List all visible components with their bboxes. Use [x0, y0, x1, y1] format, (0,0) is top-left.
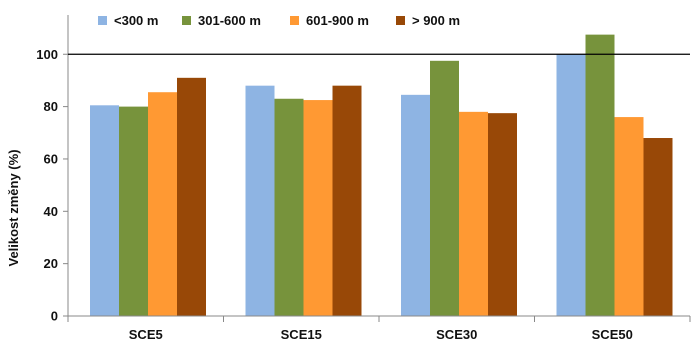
bar-sce5-2: [148, 92, 177, 316]
bar-sce50-1: [585, 34, 615, 317]
bar-sce15-2: [303, 100, 333, 316]
legend-label: > 900 m: [412, 13, 460, 28]
bar-sce15-1: [274, 98, 304, 316]
y-axis-ticks: 0 20 40 60 80 100: [36, 15, 69, 324]
legend-swatch: [182, 16, 191, 25]
bar-sce15-3: [332, 85, 362, 317]
y-tick-label: 60: [44, 151, 58, 166]
legend-label: 301-600 m: [198, 13, 261, 28]
y-tick-label: 100: [36, 47, 58, 62]
x-tick-label: SCE50: [592, 327, 633, 342]
y-tick-label: 80: [44, 99, 58, 114]
bar-sce30-1: [430, 60, 459, 316]
legend-label: <300 m: [114, 13, 158, 28]
bar-sce5-1: [119, 106, 148, 316]
x-axis: SCE5 SCE15 SCE30 SCE50: [67, 315, 691, 342]
y-tick-label: 40: [44, 204, 58, 219]
legend-swatch: [98, 16, 107, 25]
bar-sce30-3: [488, 113, 517, 316]
bar-sce5-0: [90, 105, 119, 316]
bar-sce50-3: [643, 138, 673, 316]
x-tick-label: SCE15: [281, 327, 322, 342]
chart-legend: <300 m 301-600 m 601-900 m > 900 m: [98, 13, 460, 28]
legend-label: 601-900 m: [306, 13, 369, 28]
x-tick-label: SCE30: [436, 327, 477, 342]
bars: [90, 34, 673, 317]
legend-swatch: [396, 16, 405, 25]
bar-sce30-2: [459, 111, 488, 316]
x-tick-label: SCE5: [129, 327, 163, 342]
bar-sce30-0: [401, 94, 430, 316]
y-axis-title: Velikost změny (%): [6, 149, 21, 266]
y-tick-label: 0: [51, 309, 58, 324]
bar-sce5-3: [177, 77, 206, 317]
bar-sce50-0: [556, 54, 586, 317]
legend-swatch: [290, 16, 299, 25]
bar-sce15-0: [245, 85, 275, 317]
y-tick-label: 20: [44, 256, 58, 271]
bar-sce50-2: [614, 117, 644, 316]
